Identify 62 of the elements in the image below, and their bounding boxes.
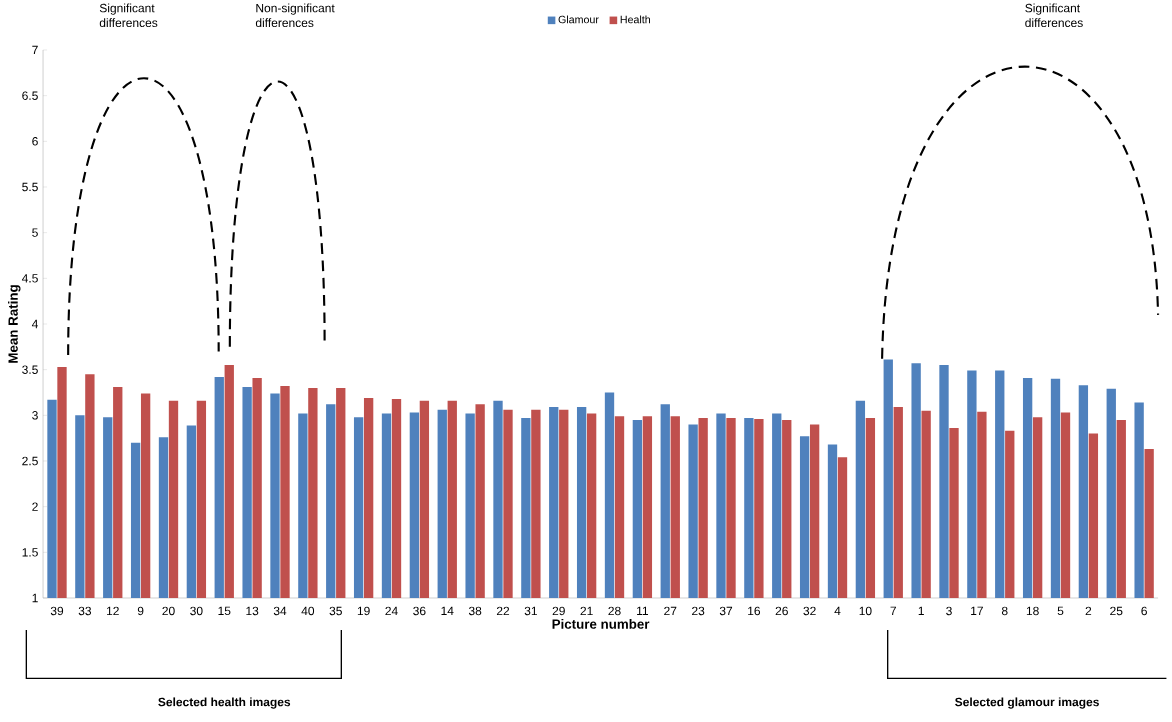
x-tick-label: 40: [301, 606, 315, 616]
x-tick-label: 14: [441, 606, 454, 615]
x-tick-label: 31: [524, 606, 537, 616]
y-tick-label: 6.5: [22, 91, 38, 100]
text: Selected health images: [158, 697, 291, 709]
x-tick-label: 24: [385, 606, 398, 616]
y-tick-label: 6: [32, 137, 38, 146]
x-tick-label: 30: [190, 606, 203, 616]
x-tick-label: 23: [692, 606, 705, 616]
x-tick-label: 28: [608, 606, 621, 616]
x-tick-label: 15: [218, 606, 231, 616]
legend-label: Glamour: [558, 15, 599, 24]
y-tick-label: 1.5: [22, 548, 38, 557]
x-tick-label: 33: [78, 606, 92, 616]
x-tick-label: 25: [1110, 606, 1123, 616]
x-tick-label: 21: [580, 606, 593, 616]
y-axis-title: Mean Rating: [8, 285, 21, 363]
x-tick-label: 35: [329, 606, 342, 616]
y-tick-label: 4.5: [21, 274, 38, 283]
x-tick-label: 20: [162, 606, 175, 616]
x-tick-label: 36: [413, 606, 426, 616]
y-tick-label: 5: [32, 228, 38, 237]
y-tick-label: 3: [32, 411, 38, 420]
y-tick-label: 2: [32, 502, 38, 511]
x-tick-label: 16: [748, 606, 761, 616]
x-tick-label: 8: [1001, 606, 1008, 616]
legend-label: Health: [620, 15, 650, 24]
x-tick-label: 18: [1026, 606, 1039, 616]
y-tick-label: 7: [32, 45, 38, 55]
x-tick-label: 10: [859, 606, 872, 616]
x-tick-label: 3: [946, 606, 952, 616]
x-tick-label: 11: [637, 606, 649, 615]
x-tick-label: 38: [468, 606, 482, 616]
x-tick-label: 37: [719, 606, 733, 616]
x-tick-label: 9: [137, 606, 144, 616]
x-tick-label: 29: [552, 606, 565, 616]
x-tick-label: 22: [496, 606, 510, 616]
x-tick-label: 32: [803, 606, 816, 616]
x-tick-label: 19: [357, 606, 370, 616]
x-tick-label: 39: [50, 606, 64, 616]
x-tick-label: 34: [273, 606, 287, 616]
y-tick-label: 5.5: [22, 182, 38, 192]
x-tick-label: 13: [246, 606, 259, 616]
x-tick-label: 27: [664, 606, 677, 616]
text: Non-significant differences: [255, 3, 335, 28]
x-tick-label: 4: [834, 606, 841, 615]
x-tick-label: 1: [918, 606, 924, 615]
text: Significant differences: [1025, 3, 1083, 28]
x-tick-label: 17: [971, 606, 983, 615]
y-tick-label: 4: [31, 319, 38, 329]
x-tick-label: 12: [107, 606, 119, 616]
x-tick-label: 7: [890, 606, 896, 615]
y-tick-label: 3.5: [22, 365, 38, 374]
x-tick-label: 26: [775, 606, 788, 616]
x-tick-label: 6: [1141, 606, 1147, 616]
y-tick-label: 2.5: [22, 456, 38, 466]
x-tick-label: 2: [1085, 606, 1092, 616]
x-tick-label: 5: [1057, 606, 1064, 616]
x-axis-title: Picture number: [552, 619, 650, 629]
text: Significant differences: [99, 3, 158, 28]
y-tick-label: 1: [32, 593, 38, 603]
text: Selected glamour images: [955, 697, 1099, 709]
